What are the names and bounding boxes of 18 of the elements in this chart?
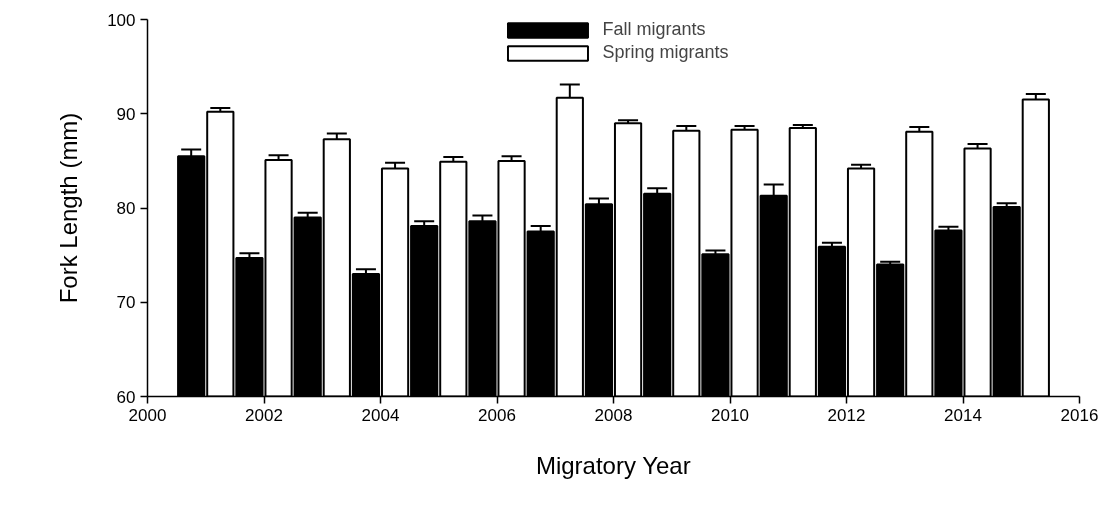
x-tick-label: 2008 [594,405,633,425]
y-tick-label: 90 [116,104,136,124]
x-tick-label: 2012 [827,405,866,425]
y-tick-label: 80 [116,199,136,218]
y-tick-label: 60 [116,387,136,407]
y-axis-title: Fork Length (mm) [55,112,83,304]
x-tick-label: 2000 [128,405,167,425]
y-tick-label: 70 [116,293,136,313]
x-tick-label: 2006 [478,405,516,425]
legend-label: Fall migrants [602,19,706,40]
x-tick-label: 2014 [944,405,982,425]
y-tick-label: 100 [107,10,136,30]
x-tick-label: 2010 [711,405,749,425]
x-tick-label: 2004 [361,405,400,425]
x-tick-label: 2016 [1060,405,1099,425]
x-axis-title: Migratory Year [535,451,691,479]
x-tick-label: 2002 [245,405,283,425]
legend-label: Spring migrants [602,42,729,63]
